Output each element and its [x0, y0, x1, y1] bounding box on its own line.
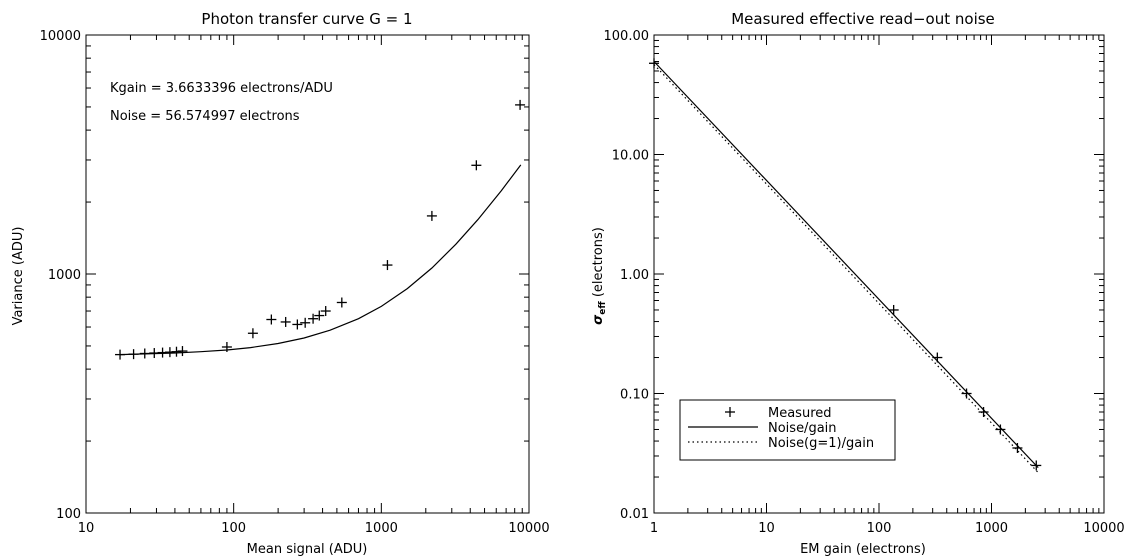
x-tick-label: 100 — [221, 521, 246, 536]
data-point — [1012, 442, 1023, 453]
data-point — [426, 210, 437, 221]
x-tick-label: 1000 — [975, 521, 1008, 536]
data-point — [266, 314, 277, 325]
legend-label: Noise(g=1)/gain — [768, 436, 874, 451]
legend-label: Noise/gain — [768, 421, 837, 436]
eff-subscript: eff — [598, 301, 608, 315]
x-tick-label: 10000 — [508, 521, 549, 536]
data-point — [336, 297, 347, 308]
data-point — [292, 319, 303, 330]
data-point — [177, 346, 188, 357]
y-tick-label: 0.01 — [620, 507, 649, 522]
x-tick-label: 100 — [867, 521, 892, 536]
legend-box — [679, 399, 896, 461]
y-axis-label: σeff (electrons) — [591, 227, 608, 325]
x-axis-label: Mean signal (ADU) — [247, 542, 368, 556]
x-tick-label: 1000 — [365, 521, 398, 536]
data-point — [280, 316, 291, 327]
sigma-symbol: σ — [591, 314, 606, 325]
y-tick-label: 100 — [56, 507, 81, 522]
x-tick-label: 1 — [650, 521, 658, 536]
y-tick-label: 100.00 — [604, 29, 650, 44]
kgain-annotation: Kgain = 3.6633396 electrons/ADU — [110, 81, 333, 96]
data-point — [171, 346, 182, 357]
unit-text: (electrons) — [591, 227, 606, 301]
y-tick-label: 1.00 — [620, 268, 649, 283]
chart-title: Photon transfer curve G = 1 — [201, 10, 412, 28]
x-tick-label: 10 — [758, 521, 775, 536]
data-point — [247, 328, 258, 339]
x-axis-label: EM gain (electrons) — [800, 542, 926, 556]
photon-transfer-chart: Photon transfer curve G = 1 Mean signal … — [11, 10, 550, 556]
y-tick-label: 10.00 — [612, 149, 649, 164]
x-tick-label: 10000 — [1083, 521, 1124, 536]
dotted-series-line — [653, 64, 1039, 474]
x-tick-label: 10 — [78, 521, 95, 536]
data-point — [308, 313, 319, 324]
fit-series-line — [119, 164, 522, 356]
y-axis-label: Variance (ADU) — [11, 227, 26, 326]
legend-marker-plus — [725, 407, 735, 417]
data-point — [300, 317, 311, 328]
plot-frame — [85, 34, 530, 514]
data-point — [649, 58, 659, 69]
plot-frame — [653, 34, 1105, 514]
data-point — [471, 160, 482, 171]
data-point — [515, 99, 526, 110]
data-point — [320, 306, 331, 317]
legend-label: Measured — [768, 406, 832, 421]
data-point — [382, 260, 393, 271]
data-point — [978, 407, 989, 418]
data-point — [888, 304, 899, 315]
y-tick-label: 1000 — [48, 268, 81, 283]
chart-title: Measured effective read−out noise — [731, 10, 995, 28]
noise-annotation: Noise = 56.574997 electrons — [110, 109, 300, 124]
y-tick-label: 0.10 — [620, 388, 649, 403]
data-point — [314, 310, 325, 321]
readout-noise-chart: Measured effective read−out noise EM gai… — [591, 10, 1125, 556]
y-tick-label: 10000 — [40, 29, 81, 44]
fit-series-line — [653, 61, 1039, 469]
